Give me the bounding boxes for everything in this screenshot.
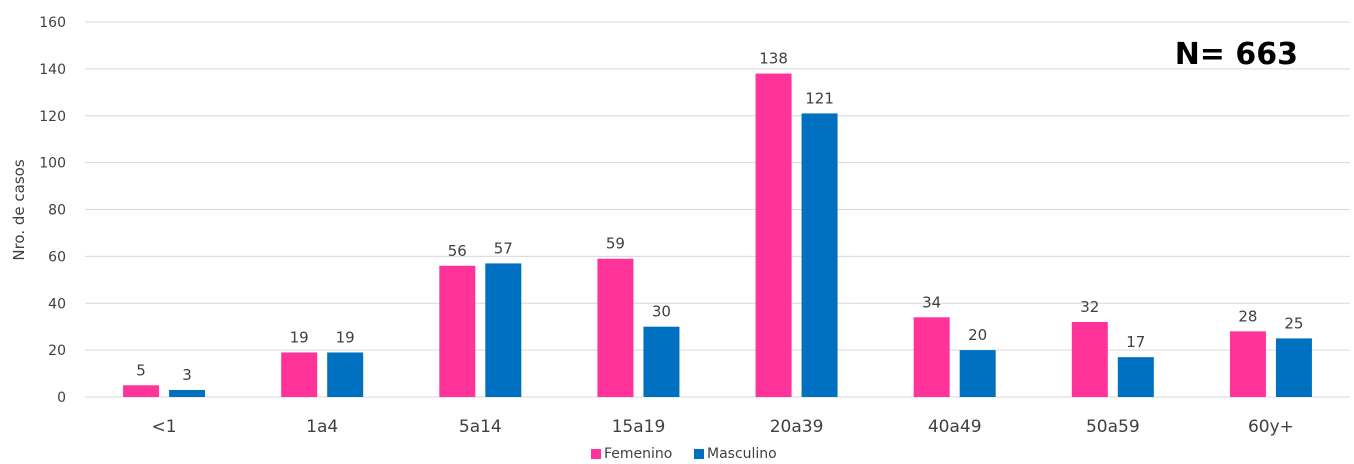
legend: Femenino Masculino	[591, 446, 777, 462]
data-label-masculino: 30	[652, 303, 671, 321]
legend-swatch-masculino	[694, 449, 704, 459]
y-axis-title: Nro. de casos	[10, 159, 28, 260]
data-label-femenino: 59	[606, 235, 625, 253]
bar-femenino	[755, 73, 792, 397]
x-tick-label: <1	[152, 417, 177, 437]
bar-masculino	[169, 389, 206, 397]
x-tick-label: 50a59	[1086, 417, 1140, 437]
bar-femenino	[123, 385, 160, 397]
x-tick-label: 40a49	[928, 417, 982, 437]
bars	[123, 73, 1312, 397]
data-label-masculino: 57	[494, 239, 513, 257]
data-label-masculino: 20	[968, 326, 987, 344]
sample-size-annotation: N= 663	[1175, 37, 1298, 72]
x-tick-label: 15a19	[612, 417, 666, 437]
data-label-masculino: 3	[182, 366, 192, 384]
bar-femenino	[597, 258, 634, 397]
x-axis-ticks: <1 1a4 5a14 15a19 20a39 40a49 50a59 60y+	[152, 417, 1294, 437]
bar-masculino	[327, 352, 364, 397]
data-label-femenino: 5	[136, 361, 146, 379]
y-tick-label: 140	[39, 62, 66, 78]
x-tick-label: 5a14	[459, 417, 502, 437]
legend-label-femenino: Femenino	[604, 446, 672, 462]
y-axis-ticks: 0 20 40 60 80 100 120 140 160	[39, 15, 66, 406]
bar-masculino	[959, 350, 996, 397]
bar-masculino	[643, 326, 680, 397]
data-label-femenino: 19	[290, 328, 309, 346]
data-label-masculino: 19	[336, 328, 355, 346]
legend-label-masculino: Masculino	[707, 446, 777, 462]
bar-femenino	[913, 317, 950, 397]
y-tick-label: 100	[39, 156, 66, 172]
y-tick-label: 60	[48, 249, 66, 265]
y-tick-label: 160	[39, 15, 66, 31]
data-labels: 5 3 19 19 56 57 59 30 138 121 34 20 32 17 28 25	[136, 50, 1303, 384]
x-tick-label: 20a39	[770, 417, 824, 437]
y-tick-label: 120	[39, 109, 66, 125]
data-label-femenino: 28	[1238, 307, 1257, 325]
data-label-femenino: 34	[922, 293, 941, 311]
data-label-femenino: 32	[1080, 298, 1099, 316]
data-label-masculino: 25	[1284, 314, 1303, 332]
y-tick-label: 80	[48, 203, 66, 219]
bar-masculino	[1275, 338, 1312, 397]
bar-masculino	[485, 263, 522, 397]
data-label-femenino: 56	[448, 242, 467, 260]
x-tick-label: 60y+	[1248, 417, 1294, 437]
y-tick-label: 20	[48, 343, 66, 359]
data-label-masculino: 17	[1126, 333, 1145, 351]
bar-femenino	[1071, 322, 1108, 397]
data-label-femenino: 138	[759, 50, 788, 68]
x-tick-label: 1a4	[306, 417, 338, 437]
legend-swatch-femenino	[591, 449, 601, 459]
data-label-masculino: 121	[805, 89, 834, 107]
gridlines	[85, 21, 1350, 398]
bar-masculino	[1117, 357, 1154, 397]
bar-femenino	[281, 352, 318, 397]
bar-masculino	[801, 113, 838, 397]
bar-femenino	[1229, 331, 1266, 397]
bar-femenino	[439, 265, 476, 397]
y-tick-label: 0	[57, 390, 66, 406]
y-tick-label: 40	[48, 296, 66, 312]
